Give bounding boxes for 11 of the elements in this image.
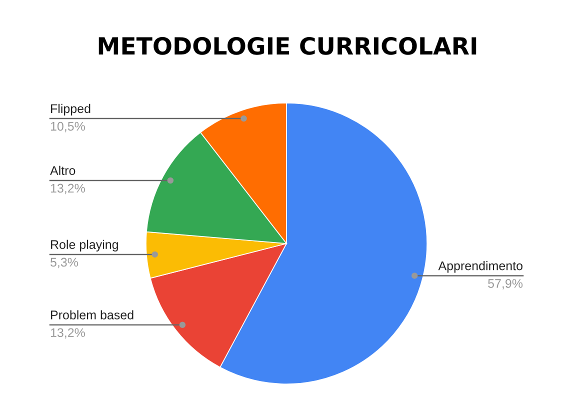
slice-label: Problem based bbox=[51, 310, 134, 320]
slice-label: Apprendimento bbox=[438, 261, 522, 273]
data-label: 5,3% bbox=[50, 258, 78, 268]
data-label: 10,5% bbox=[50, 122, 85, 132]
slice-label: Role playing bbox=[51, 240, 118, 252]
data-label: 57,9% bbox=[488, 279, 523, 290]
slice-label: Flipped bbox=[51, 104, 90, 116]
slice-label: Altro bbox=[50, 166, 76, 176]
chart-title: METODOLOGIE CURRICOLARI bbox=[98, 36, 476, 55]
data-label: 13,2% bbox=[50, 328, 85, 339]
data-label: 13,2% bbox=[50, 184, 85, 194]
